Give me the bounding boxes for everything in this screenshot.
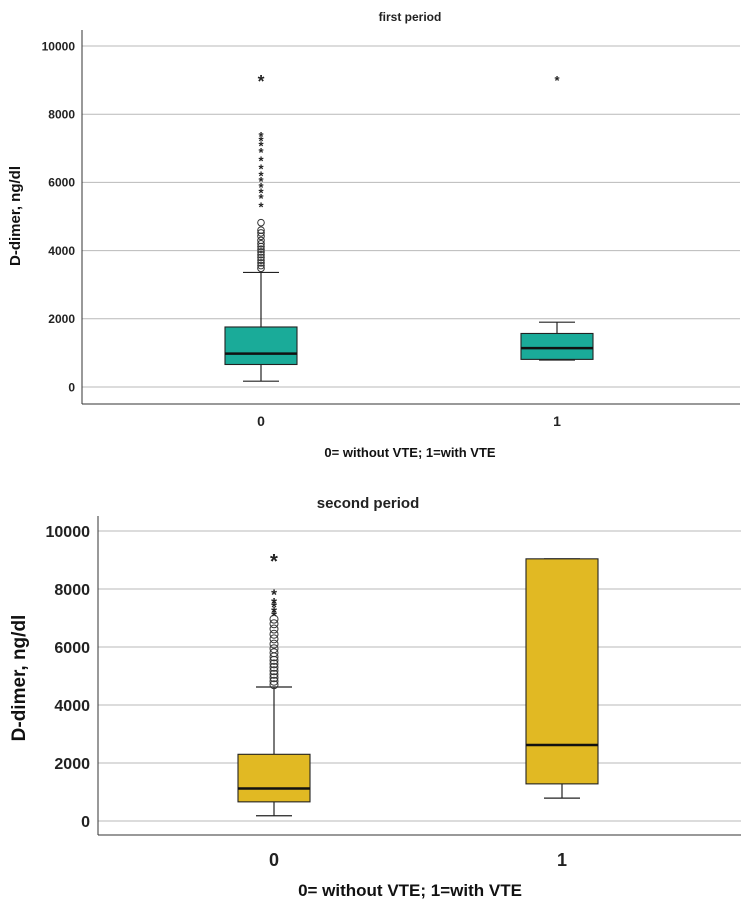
box-group-1: * — [520, 73, 594, 361]
y-tick-labels: 0 2000 4000 6000 8000 10000 — [46, 524, 91, 831]
chart-title: first period — [379, 10, 442, 24]
y-tick-label: 10000 — [42, 39, 76, 53]
outlier-circle — [269, 648, 279, 658]
outlier-circle — [257, 248, 265, 256]
y-tick-label: 2000 — [54, 756, 90, 773]
x-axis-label: 0= without VTE; 1=with VTE — [324, 445, 496, 460]
gridlines — [82, 45, 740, 388]
x-axis-label: 0= without VTE; 1=with VTE — [298, 881, 522, 900]
chart-title: second period — [317, 495, 420, 512]
outlier-star: * — [554, 73, 560, 88]
y-tick-label: 10000 — [46, 524, 91, 541]
box-iqr — [525, 558, 599, 785]
outlier-circle — [269, 676, 279, 686]
x-tick-label: 1 — [557, 850, 567, 870]
outlier-star: * — [271, 599, 277, 616]
x-tick-label: 1 — [553, 413, 561, 429]
outlier-circle — [269, 669, 279, 679]
outlier-star: * — [258, 129, 264, 144]
box-group-0: ****** — [237, 551, 311, 817]
y-tick-label: 6000 — [54, 640, 90, 657]
outlier-circle — [257, 253, 265, 262]
y-tick-labels: 0 2000 4000 6000 8000 10000 — [42, 39, 76, 394]
y-tick-label: 6000 — [48, 176, 75, 190]
outlier-circle — [269, 680, 279, 690]
outlier-circle — [257, 264, 265, 273]
box-iqr — [224, 326, 298, 366]
box-series: ****** — [237, 551, 599, 817]
outlier-star: * — [258, 185, 264, 200]
outlier-star: * — [258, 180, 264, 195]
outlier-star: * — [271, 595, 277, 612]
box-group-0: ************* — [224, 71, 298, 382]
outlier-star: * — [258, 153, 264, 168]
outlier-circle — [257, 245, 265, 254]
gridlines — [98, 530, 741, 822]
y-axis-label: D-dimer, ng/dl — [9, 615, 30, 742]
outlier-circle — [269, 644, 279, 654]
y-tick-label: 8000 — [54, 582, 90, 599]
box-group-1 — [525, 558, 599, 799]
outlier-circle — [269, 639, 279, 649]
box-iqr — [237, 753, 311, 803]
y-tick-label: 2000 — [48, 312, 75, 326]
outlier-star: * — [258, 71, 265, 91]
outlier-circle — [257, 226, 265, 234]
outlier-star: * — [271, 608, 277, 625]
outlier-star: * — [258, 191, 264, 206]
y-tick-label: 0 — [68, 380, 75, 394]
outlier-circle — [257, 250, 265, 259]
y-tick-label: 4000 — [48, 244, 75, 258]
outlier-circle — [269, 634, 279, 644]
outlier-circle — [269, 624, 279, 634]
outlier-circle — [269, 619, 279, 629]
outlier-circle — [269, 614, 279, 624]
outlier-circle — [269, 659, 279, 669]
outlier-star: * — [258, 138, 264, 153]
outlier-star: * — [258, 162, 264, 177]
outlier-circle — [269, 673, 279, 683]
box-series: ************* * — [224, 71, 594, 382]
y-tick-label: 4000 — [54, 698, 90, 715]
y-axis-label: D-dimer, ng/dl — [7, 166, 24, 266]
outlier-circle — [269, 629, 279, 639]
outlier-star: * — [258, 174, 264, 189]
y-tick-label: 8000 — [48, 108, 75, 122]
outlier-star: * — [258, 134, 264, 149]
chart-second-period: second period D-dimer, ng/dl 0= without … — [9, 495, 741, 900]
outlier-circle — [269, 666, 279, 676]
outlier-circle — [257, 218, 265, 227]
chart-first-period: first period D-dimer, ng/dl 0= without V… — [7, 10, 740, 460]
outlier-circle — [269, 662, 279, 672]
x-tick-label: 0 — [257, 413, 265, 429]
outlier-star: * — [258, 168, 264, 183]
box-iqr — [520, 332, 594, 360]
y-tick-label: 0 — [81, 814, 90, 831]
outlier-star: * — [271, 586, 277, 603]
outlier-circle — [257, 229, 265, 237]
outlier-circle — [257, 256, 265, 264]
outlier-star: * — [258, 145, 264, 160]
outlier-circle — [257, 259, 265, 267]
x-tick-label: 0 — [269, 850, 279, 870]
outlier-circle — [257, 261, 265, 270]
outlier-circle — [257, 236, 265, 245]
outlier-star: * — [270, 551, 278, 573]
outlier-star: * — [271, 604, 277, 621]
outlier-circle — [257, 239, 265, 248]
outlier-star: * — [258, 200, 264, 215]
